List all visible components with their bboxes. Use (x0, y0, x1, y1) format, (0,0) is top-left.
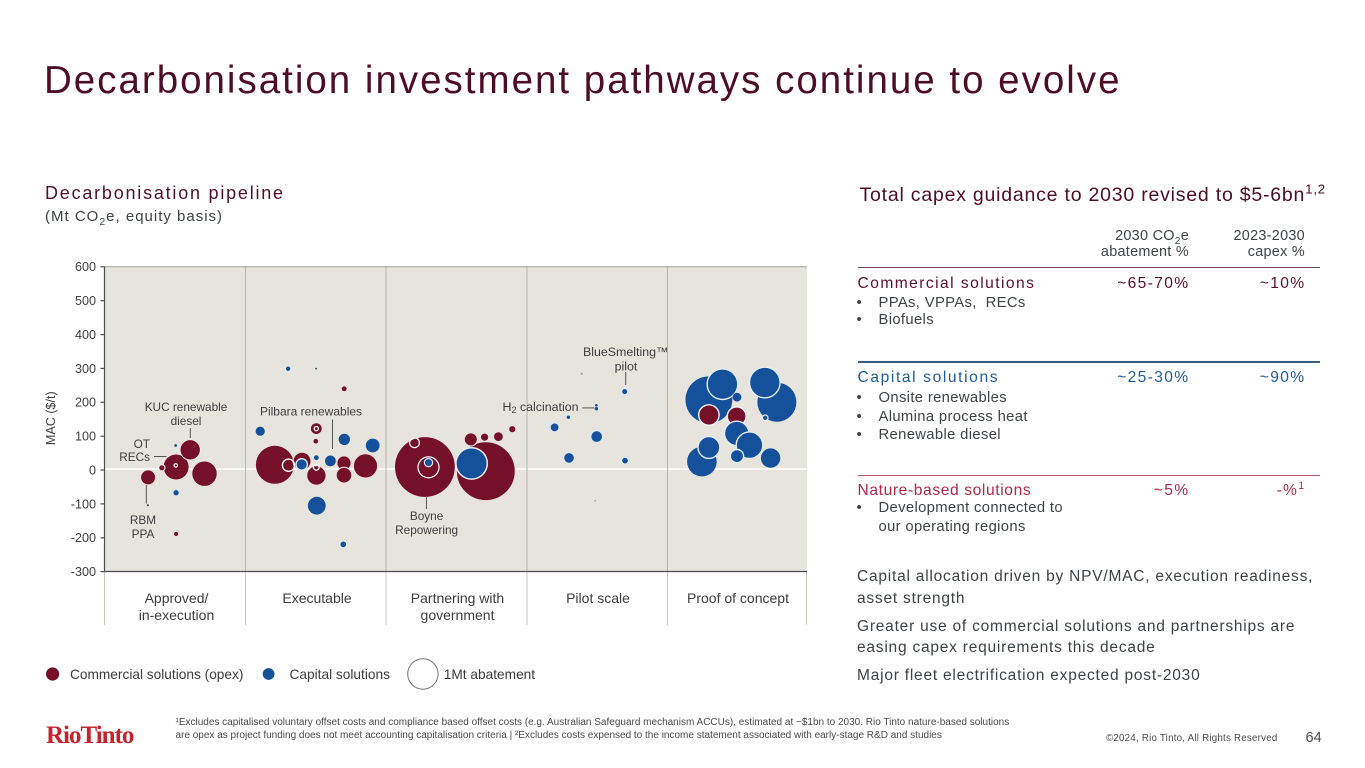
svg-text:Commercial solutions (opex): Commercial solutions (opex) (70, 667, 243, 682)
svg-text:200: 200 (75, 396, 96, 410)
svg-text:Pilot scale: Pilot scale (566, 590, 630, 606)
svg-text:Partnering with: Partnering with (411, 590, 504, 606)
svg-text:H2 calcination: H2 calcination (503, 400, 579, 415)
svg-text:RECs: RECs (119, 450, 150, 464)
svg-text:KUC renewable: KUC renewable (145, 400, 228, 414)
svg-text:Executable: Executable (282, 590, 351, 606)
svg-text:MAC ($/t): MAC ($/t) (44, 391, 58, 445)
svg-text:-100: -100 (71, 497, 96, 511)
svg-text:PPA: PPA (132, 527, 155, 541)
svg-text:RBM: RBM (130, 513, 156, 527)
svg-text:600: 600 (75, 260, 96, 274)
svg-text:in-execution: in-execution (139, 607, 215, 623)
svg-text:Capital solutions: Capital solutions (290, 667, 391, 682)
svg-text:-200: -200 (71, 531, 96, 545)
svg-text:diesel: diesel (171, 414, 202, 428)
svg-text:Repowering: Repowering (395, 523, 458, 537)
svg-text:government: government (421, 607, 495, 623)
svg-text:Proof of concept: Proof of concept (687, 590, 789, 606)
svg-text:BlueSmelting™: BlueSmelting™ (583, 345, 668, 359)
svg-text:OT: OT (134, 437, 150, 451)
svg-text:1Mt abatement: 1Mt abatement (444, 667, 535, 682)
svg-text:Approved/: Approved/ (145, 590, 209, 606)
svg-text:500: 500 (75, 294, 96, 308)
svg-text:Boyne: Boyne (410, 509, 444, 523)
svg-text:400: 400 (75, 328, 96, 342)
svg-text:0: 0 (89, 463, 96, 477)
svg-text:Pilbara renewables: Pilbara renewables (260, 405, 362, 419)
svg-text:pilot: pilot (615, 360, 638, 374)
svg-text:-300: -300 (71, 565, 96, 579)
svg-text:100: 100 (75, 430, 96, 444)
svg-text:300: 300 (75, 362, 96, 376)
